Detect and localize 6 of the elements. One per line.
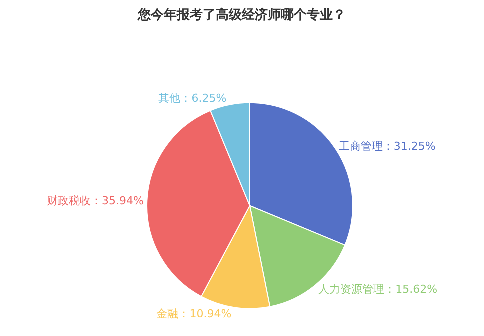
slice-label: 其他：6.25% [158, 92, 227, 106]
slice-label: 工商管理：31.25% [338, 140, 436, 154]
slice-label: 财政税收：35.94% [46, 194, 144, 208]
slice-label: 人力资源管理：15.62% [318, 282, 438, 296]
slice-label: 金融：10.94% [156, 308, 232, 321]
chart-title: 您今年报考了高级经济师哪个专业？ [137, 7, 346, 24]
